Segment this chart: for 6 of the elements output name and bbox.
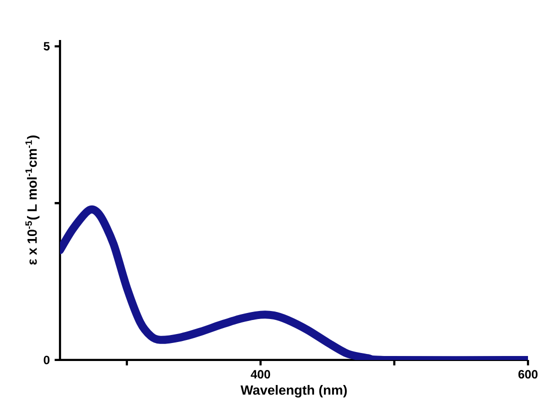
x-tick-label: 400 — [250, 370, 270, 379]
x-tick-label: 600 — [518, 370, 538, 379]
y-tick-label: 0 — [44, 356, 50, 364]
y-axis-title: ε x 10$^{-5}$( L mol$^{-1}$cm$^{-1}$) — [25, 136, 40, 265]
x-axis-title: Wavelength (nm) — [240, 385, 347, 398]
y-tick-label: 5 — [44, 42, 50, 50]
